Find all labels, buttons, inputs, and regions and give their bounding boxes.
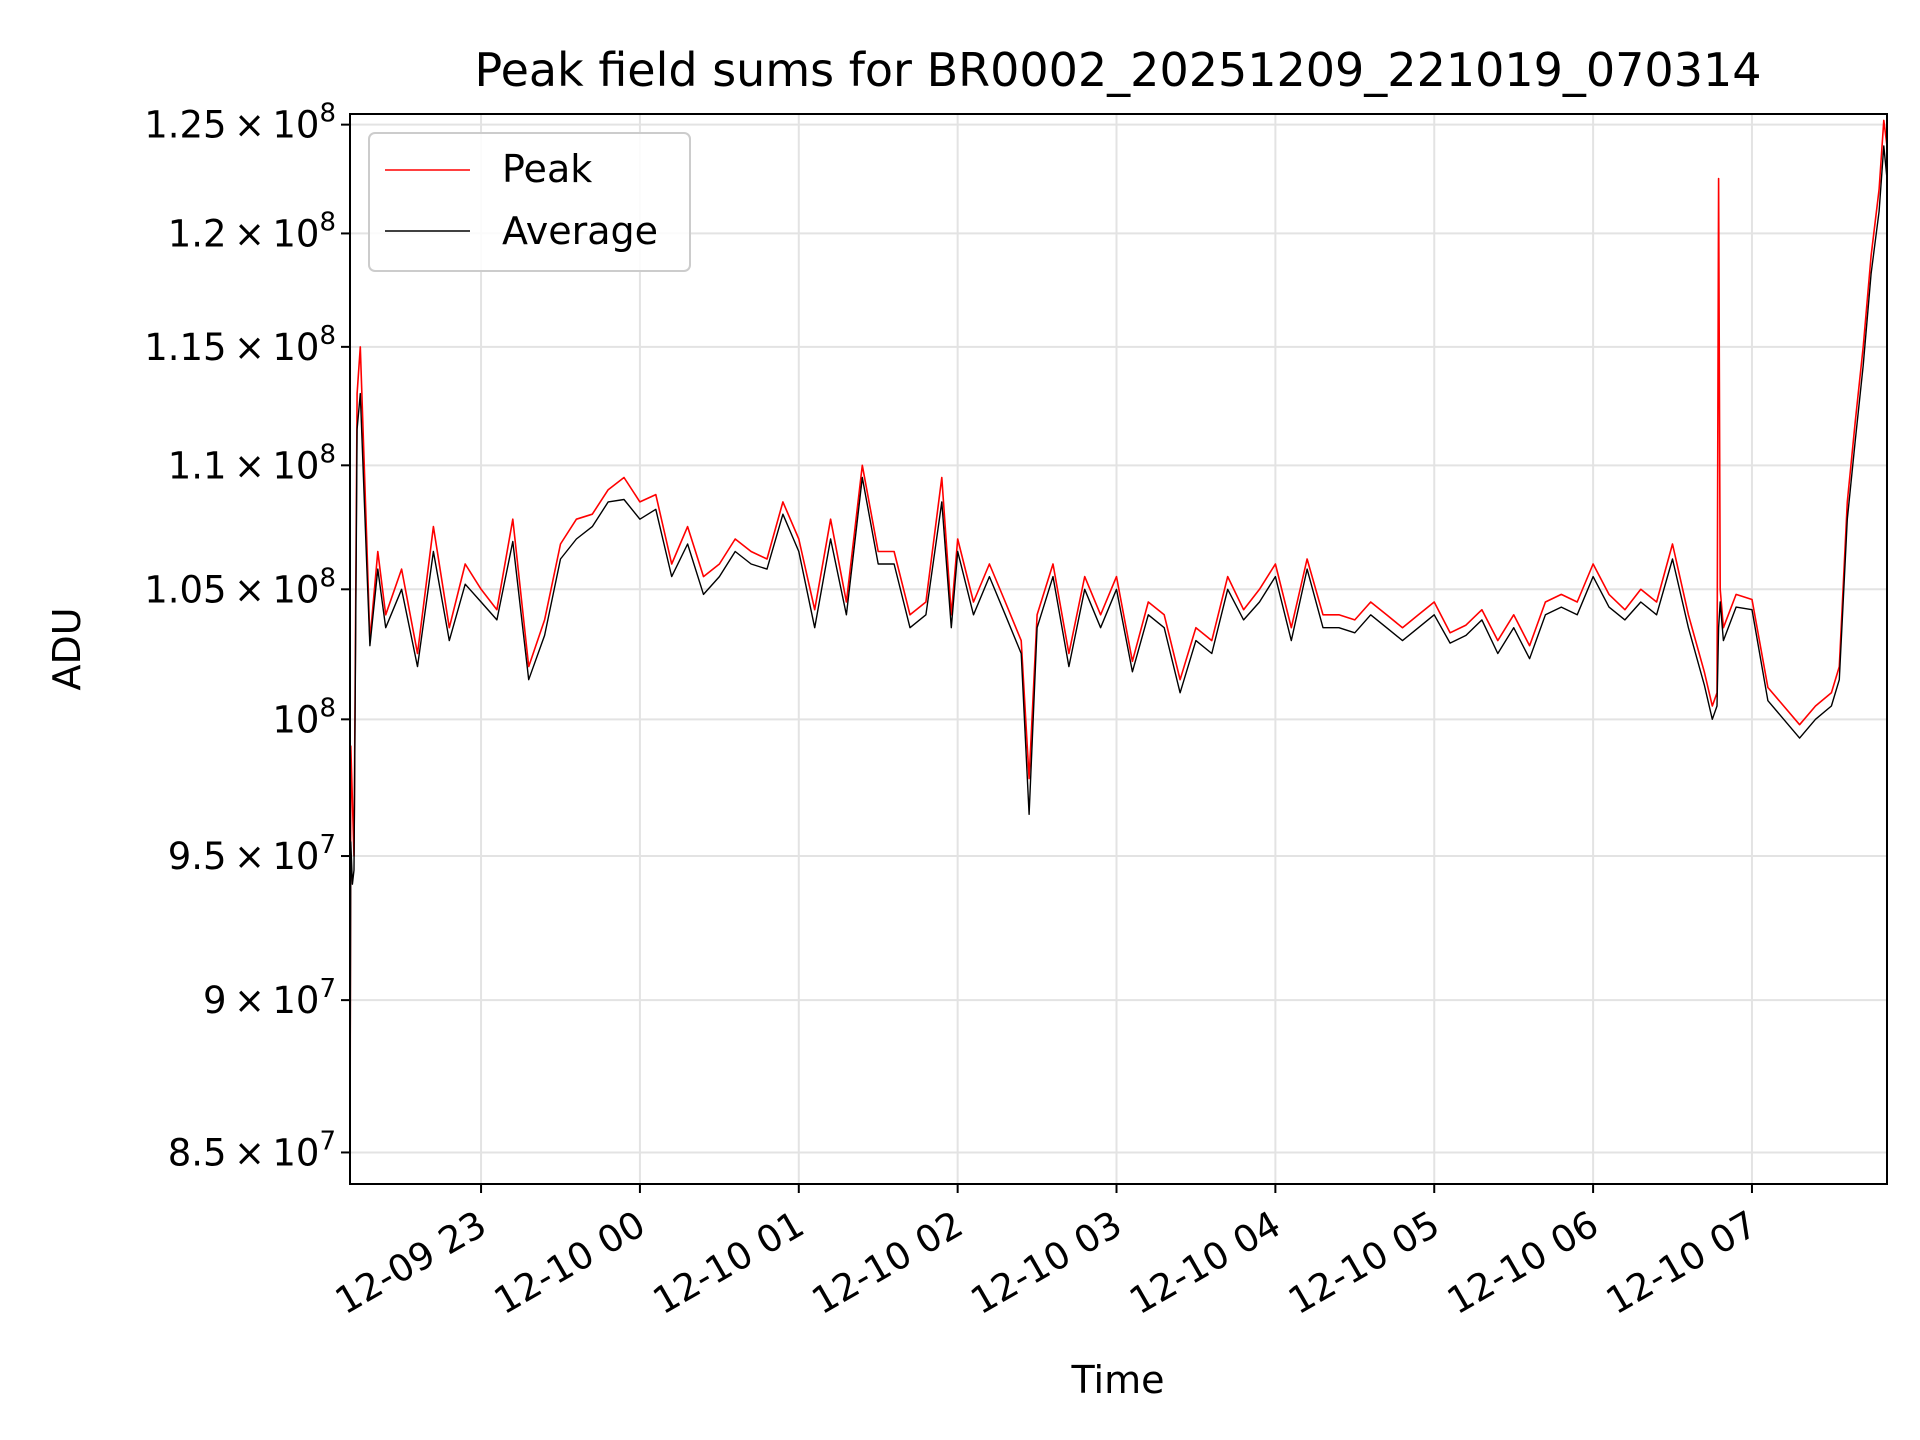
y-tick-label: 1.2 × 108 [168, 207, 336, 255]
series-layer [349, 119, 1888, 1185]
plot-frame [349, 113, 1888, 1185]
y-tick-label: 108 [272, 693, 336, 741]
y-axis-label: ADU [45, 607, 89, 690]
y-tick-label: 1.05 × 108 [144, 563, 336, 611]
legend: Peak Average [368, 132, 691, 272]
y-tick-label: 9 × 107 [203, 974, 336, 1022]
y-tick-label: 1.25 × 108 [144, 99, 336, 147]
chart-title: Peak field sums for BR0002_20251209_2210… [474, 43, 1761, 97]
x-axis-label: Time [1071, 1358, 1165, 1402]
y-tick-label: 8.5 × 107 [168, 1126, 336, 1174]
legend-box [368, 132, 691, 272]
y-tick-label: 1.15 × 108 [144, 321, 336, 369]
y-tick-label: 1.1 × 108 [168, 439, 336, 487]
legend-average-label: Average [502, 209, 658, 253]
series-average-line [349, 145, 1888, 1153]
y-axis: 8.5 × 107 9 × 107 9.5 × 107 108 1.05 × 108 1.… [144, 99, 350, 1174]
y-tick-label: 9.5 × 107 [168, 830, 336, 878]
series-peak-line [349, 119, 1888, 1185]
legend-peak-label: Peak [502, 147, 592, 191]
